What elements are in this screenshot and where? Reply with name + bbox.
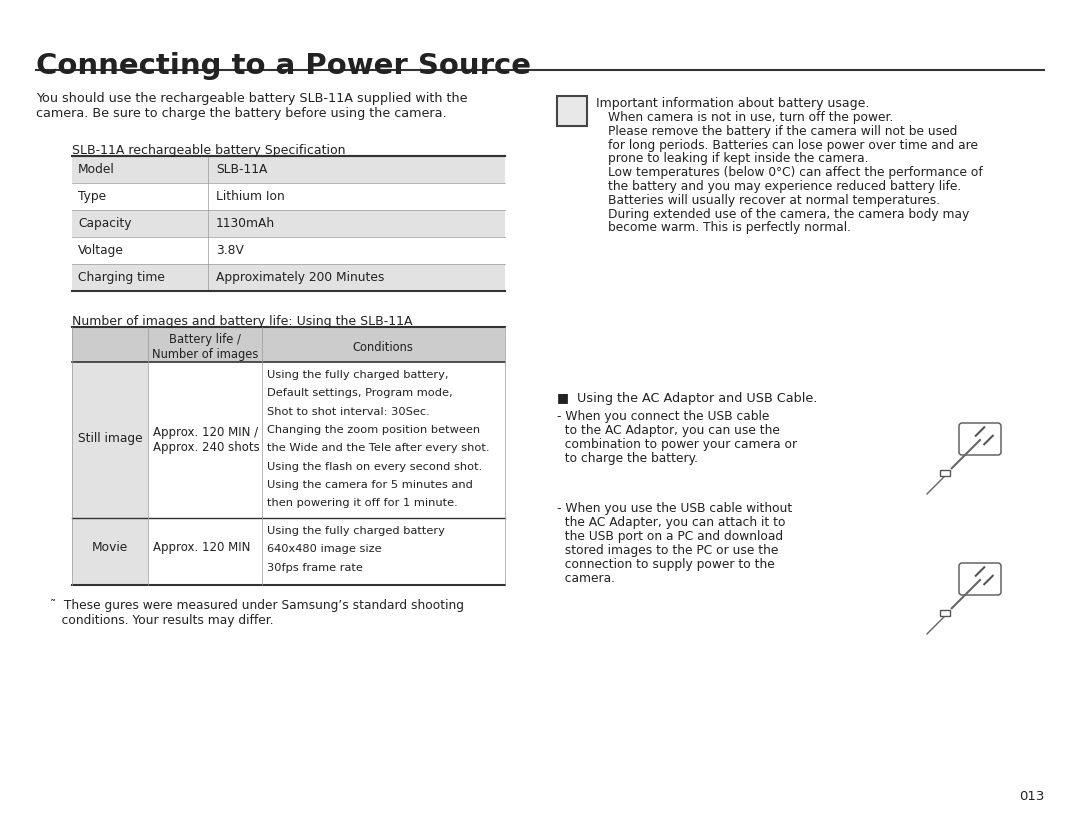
Bar [72,237,505,264]
Text: 013: 013 [1018,790,1044,803]
Text: Please remove the battery if the camera will not be used: Please remove the battery if the camera … [608,125,957,138]
Text: for long periods. Batteries can lose power over time and are: for long periods. Batteries can lose pow… [608,139,978,152]
Bar [148,362,262,518]
Text: 30fps frame rate: 30fps frame rate [267,563,363,573]
Text: 640x480 image size: 640x480 image size [267,544,381,554]
Bar [148,518,262,585]
Text: the USB port on a PC and download: the USB port on a PC and download [557,530,783,543]
Text: SLB-11A: SLB-11A [216,163,268,176]
Bar [72,518,148,585]
Text: Approximately 200 Minutes: Approximately 200 Minutes [216,271,384,284]
Text: then powering it off for 1 minute.: then powering it off for 1 minute. [267,498,458,508]
Text: Important information about battery usage.: Important information about battery usag… [596,97,869,110]
Text: ■  Using the AC Adaptor and USB Cable.: ■ Using the AC Adaptor and USB Cable. [557,392,818,405]
Text: combination to power your camera or: combination to power your camera or [557,438,797,451]
Bar [940,470,949,476]
Text: camera. Be sure to charge the battery before using the camera.: camera. Be sure to charge the battery be… [36,107,447,120]
Text: stored images to the PC or use the: stored images to the PC or use the [557,544,779,557]
Text: become warm. This is perfectly normal.: become warm. This is perfectly normal. [608,222,851,235]
Text: Batteries will usually recover at normal temperatures.: Batteries will usually recover at normal… [608,194,940,207]
Bar [940,610,949,616]
Text: When camera is not in use, turn off the power.: When camera is not in use, turn off the … [608,111,893,124]
Text: Conditions: Conditions [352,341,414,354]
Text: 3.8V: 3.8V [216,244,244,257]
Text: conditions. Your results may differ.: conditions. Your results may differ. [50,614,273,627]
Text: Type: Type [78,190,106,203]
Text: Capacity: Capacity [78,217,132,230]
Text: Approx. 240 shots: Approx. 240 shots [153,441,260,454]
Bar [72,327,505,362]
Text: Connecting to a Power Source: Connecting to a Power Source [36,52,531,80]
Bar [72,264,505,291]
Text: the Wide and the Tele after every shot.: the Wide and the Tele after every shot. [267,443,489,453]
Text: Using the flash on every second shot.: Using the flash on every second shot. [267,461,483,472]
Bar [72,210,505,237]
Text: Number of images and battery life: Using the SLB-11A: Number of images and battery life: Using… [72,315,413,328]
Text: - When you connect the USB cable: - When you connect the USB cable [557,410,769,423]
Text: 1130mAh: 1130mAh [216,217,275,230]
Text: During extended use of the camera, the camera body may: During extended use of the camera, the c… [608,208,969,221]
FancyBboxPatch shape [959,563,1001,595]
Text: the AC Adapter, you can attach it to: the AC Adapter, you can attach it to [557,516,785,529]
Text: the battery and you may experience reduced battery life.: the battery and you may experience reduc… [608,180,961,193]
Bar [72,362,148,518]
Text: Lithium Ion: Lithium Ion [216,190,285,203]
Text: SLB-11A rechargeable battery Specification: SLB-11A rechargeable battery Specificati… [72,144,346,157]
FancyBboxPatch shape [959,423,1001,455]
Text: Using the fully charged battery,: Using the fully charged battery, [267,370,448,380]
Text: camera.: camera. [557,572,615,585]
Text: You should use the rechargeable battery SLB-11A supplied with the: You should use the rechargeable battery … [36,92,468,105]
Text: Charging time: Charging time [78,271,165,284]
FancyBboxPatch shape [557,96,588,126]
Bar [72,183,505,210]
Bar [262,518,505,585]
Text: Using the fully charged battery: Using the fully charged battery [267,526,445,536]
Text: Battery life /
Number of images: Battery life / Number of images [152,333,258,361]
Text: Voltage: Voltage [78,244,124,257]
Bar [262,362,505,518]
Text: Default settings, Program mode,: Default settings, Program mode, [267,388,453,399]
Text: ˜  These gures were measured under Samsung’s standard shooting: ˜ These gures were measured under Samsun… [50,599,464,612]
Text: Approx. 120 MIN: Approx. 120 MIN [153,541,251,554]
Text: to the AC Adaptor, you can use the: to the AC Adaptor, you can use the [557,424,780,437]
Text: Movie: Movie [92,541,129,554]
Text: prone to leaking if kept inside the camera.: prone to leaking if kept inside the came… [608,152,868,165]
Text: Shot to shot interval: 30Sec.: Shot to shot interval: 30Sec. [267,407,430,416]
Text: connection to supply power to the: connection to supply power to the [557,558,774,571]
Bar [72,156,505,183]
Text: Changing the zoom position between: Changing the zoom position between [267,425,481,435]
Text: Low temperatures (below 0°C) can affect the performance of: Low temperatures (below 0°C) can affect … [608,166,983,179]
Text: Approx. 120 MIN /: Approx. 120 MIN / [153,426,258,439]
Text: Using the camera for 5 minutes and: Using the camera for 5 minutes and [267,480,473,490]
Text: - When you use the USB cable without: - When you use the USB cable without [557,502,793,515]
Text: Model: Model [78,163,114,176]
Text: to charge the battery.: to charge the battery. [557,452,698,465]
Text: Still image: Still image [78,432,143,445]
